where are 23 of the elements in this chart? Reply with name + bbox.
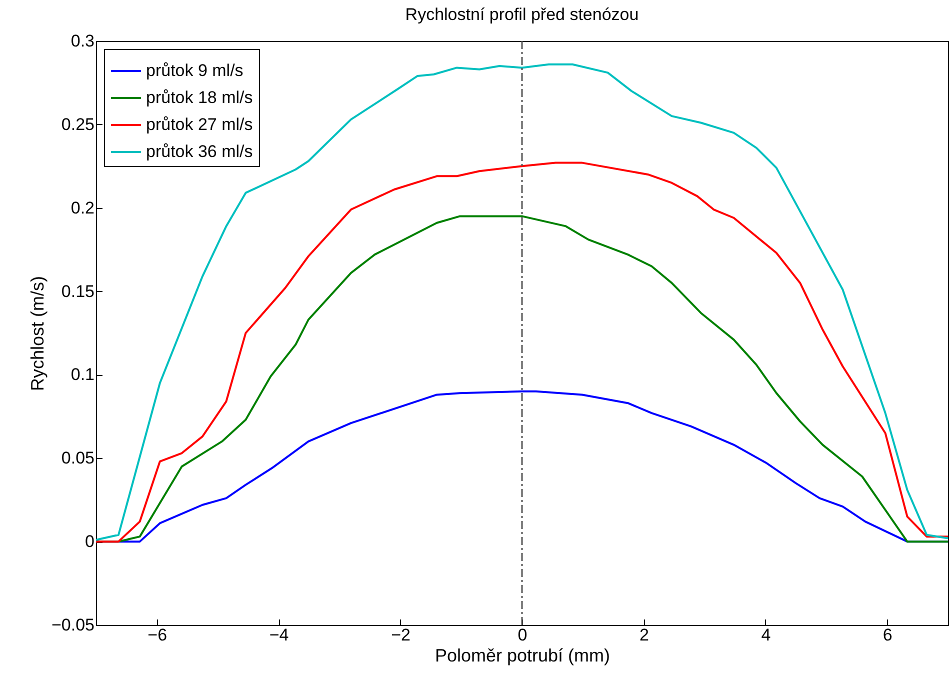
y-axis-title: Rychlost (m/s) — [27, 276, 48, 392]
x-tick-label: −6 — [148, 626, 168, 644]
line-series — [95, 63, 949, 541]
x-tick-label: 2 — [639, 626, 649, 644]
x-tick-label: 0 — [518, 626, 528, 644]
legend-label: průtok 36 ml/s — [146, 142, 253, 161]
y-tick-label: 0.2 — [70, 198, 94, 218]
y-tick-label: −0.05 — [51, 616, 94, 634]
y-tick-label: 0.25 — [61, 114, 94, 134]
x-tick-label: −4 — [269, 626, 289, 644]
y-tick-label: 0 — [85, 532, 94, 552]
legend-label: průtok 9 ml/s — [146, 61, 244, 80]
y-tick-label: 0.3 — [70, 32, 94, 50]
x-tick-label: 6 — [882, 626, 892, 644]
legend-label: průtok 27 ml/s — [146, 115, 253, 134]
x-tick-label: −2 — [391, 626, 410, 644]
legend-label: průtok 18 ml/s — [146, 88, 253, 107]
y-tick-label: 0.05 — [61, 448, 94, 468]
y-tick-label: 0.15 — [61, 282, 94, 301]
chart-title: Rychlostní profil před stenózou — [405, 5, 639, 24]
y-tick-label: 0.1 — [70, 365, 94, 384]
x-tick-label: 4 — [761, 626, 771, 644]
x-axis-title: Poloměr potrubí (mm) — [434, 646, 610, 666]
